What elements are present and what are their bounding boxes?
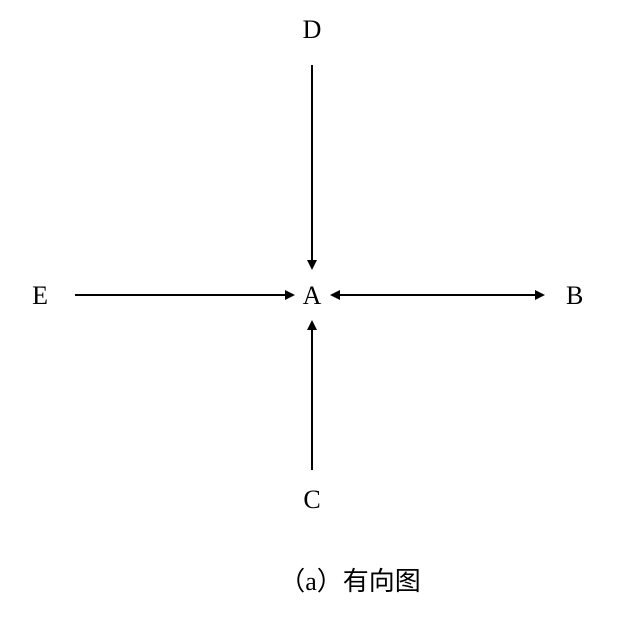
node-label-A: A	[303, 281, 322, 310]
directed-graph-diagram: D B C E A （a）有向图	[0, 0, 624, 624]
diagram-caption: （a）有向图	[279, 567, 421, 596]
node-label-B: B	[566, 281, 583, 310]
node-label-D: D	[303, 15, 322, 44]
node-label-E: E	[32, 281, 48, 310]
node-label-C: C	[303, 485, 320, 514]
